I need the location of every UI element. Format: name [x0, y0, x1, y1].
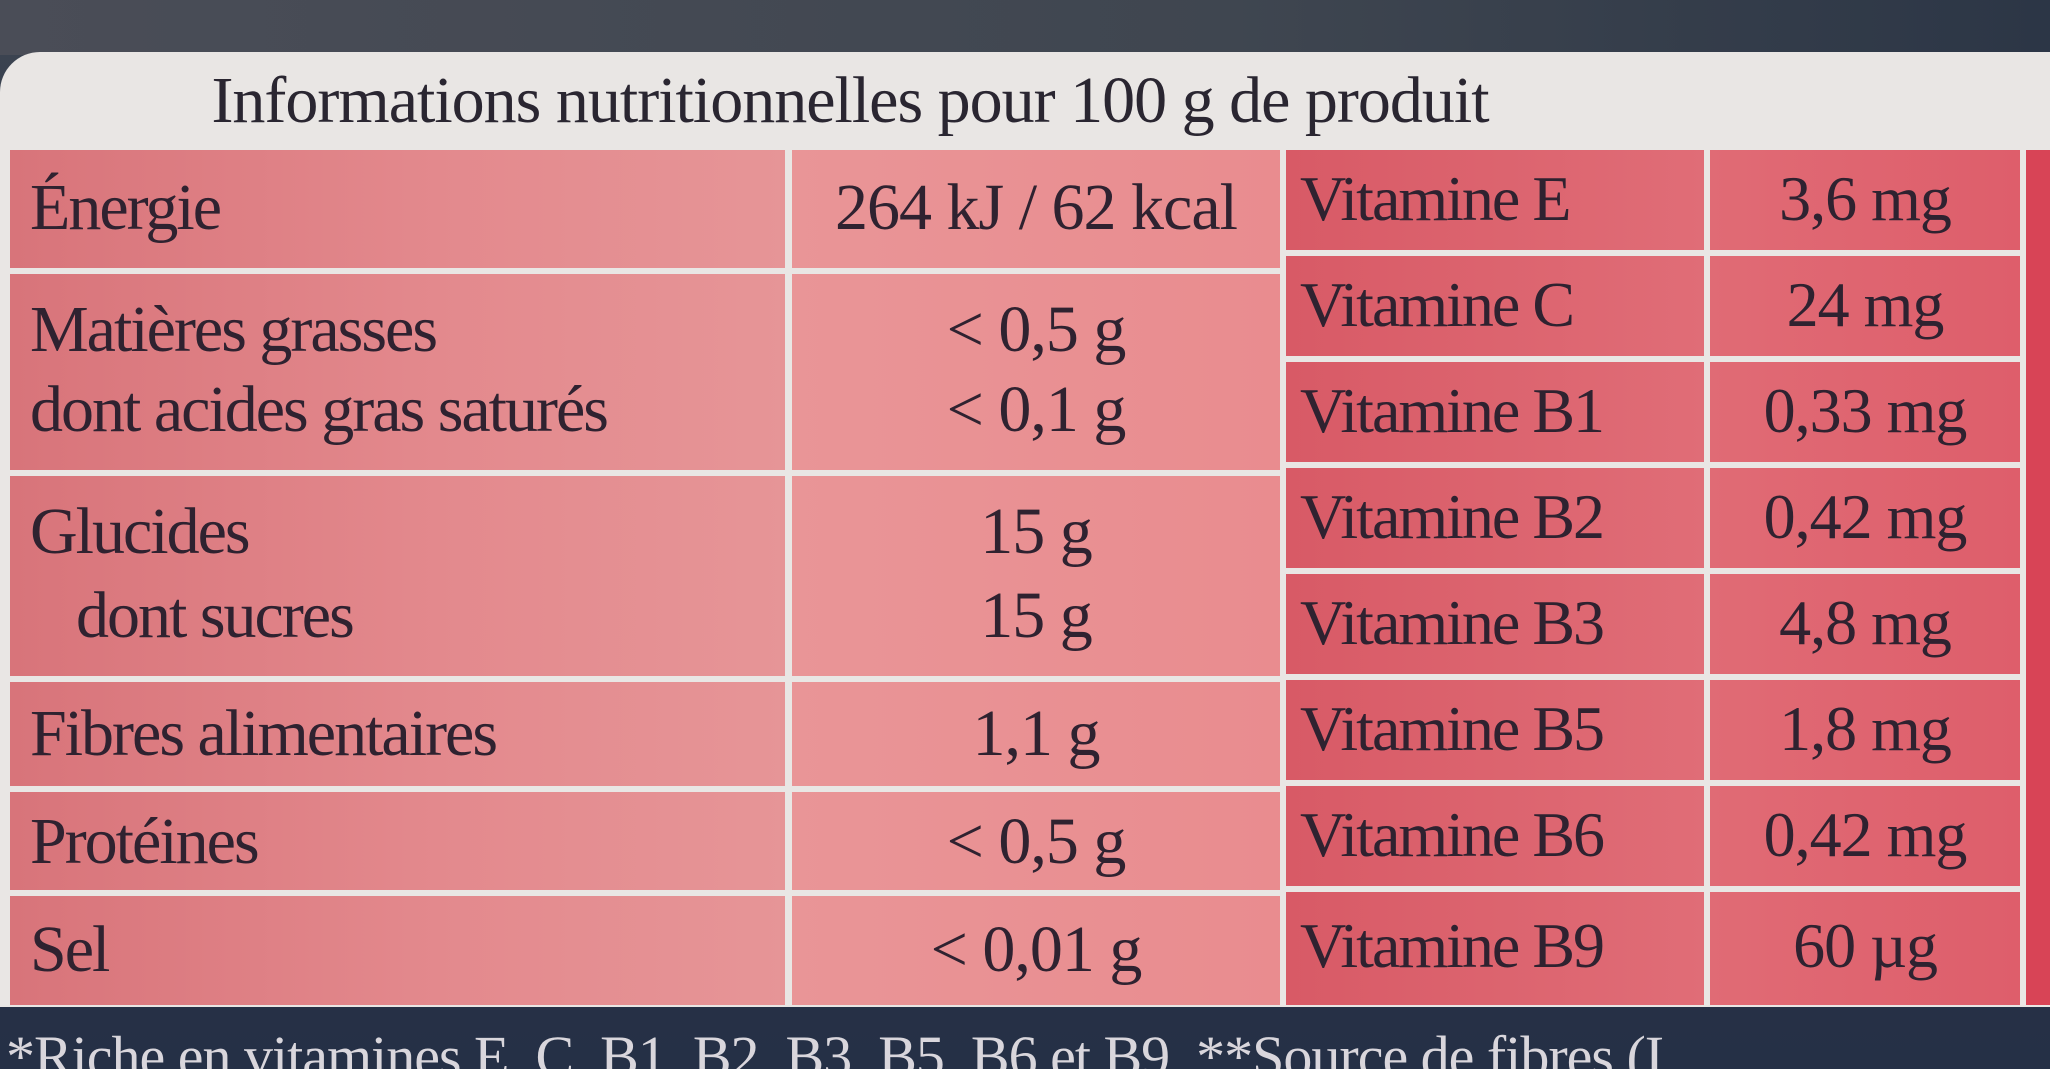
vitamin-value-cell: 0,42 mg [1710, 468, 2020, 568]
vitamin-label: Vitamine B5 [1300, 693, 1605, 764]
vitamin-value-cell: 0,42 mg [1710, 786, 2020, 886]
vitamin-value-cell: 3,6 mg [1710, 150, 2020, 250]
nutrient-label: Énergie [30, 171, 222, 244]
vitamin-value: 24 mg [1786, 269, 1945, 340]
nutrient-row-energy: Énergie [10, 150, 785, 268]
vitamin-name-cell: Vitamine B3 [1286, 574, 1704, 674]
nutrient-label: Protéines [30, 805, 260, 878]
vitamin-label: Vitamine B6 [1300, 799, 1605, 870]
vitamin-value-cell: 60 µg [1710, 892, 2020, 1005]
nutrient-sublabel: dont acides gras saturés [30, 373, 609, 446]
vitamin-value-cell: 1,8 mg [1710, 680, 2020, 780]
table-edge-column [2026, 150, 2050, 1005]
footnote: *Riche en vitamines E, C, B1, B2, B3, B5… [0, 1010, 2050, 1069]
vitamin-value: 0,33 mg [1763, 375, 1968, 446]
vitamin-label: Vitamine B9 [1300, 910, 1605, 981]
vitamin-name-cell: Vitamine B1 [1286, 362, 1704, 462]
vitamin-name-cell: Vitamine B6 [1286, 786, 1704, 886]
vitamin-value: 4,8 mg [1779, 587, 1952, 658]
nutrition-label: Informations nutritionnelles pour 100 g … [0, 52, 2050, 1007]
nutrient-value-cell: 1,1 g [792, 682, 1280, 786]
nutrient-value: < 0,01 g [930, 913, 1143, 986]
nutrient-value: < 0,5 g [946, 805, 1127, 878]
nutrient-row-fats: Matières grasses dont acides gras saturé… [10, 274, 785, 470]
nutrient-value: < 0,1 g [946, 373, 1127, 446]
vitamin-value: 60 µg [1793, 910, 1938, 981]
nutrient-row-carbs: Glucides dont sucres [10, 476, 785, 676]
nutrient-label: Fibres alimentaires [30, 697, 498, 770]
vitamin-name-cell: Vitamine C [1286, 256, 1704, 356]
vitamin-value-cell: 4,8 mg [1710, 574, 2020, 674]
nutrient-row-salt: Sel [10, 896, 785, 1005]
nutrient-value: 1,1 g [972, 697, 1101, 770]
nutrient-value-cell: < 0,5 g [792, 792, 1280, 890]
vitamin-name-cell: Vitamine B2 [1286, 468, 1704, 568]
nutrient-row-proteins: Protéines [10, 792, 785, 890]
vitamin-label: Vitamine E [1300, 163, 1571, 234]
nutrient-label: Sel [30, 913, 110, 986]
nutrient-label: Glucides [30, 495, 251, 568]
nutrient-value: 264 kJ / 62 kcal [835, 171, 1238, 244]
vitamin-name-cell: Vitamine E [1286, 150, 1704, 250]
nutrient-value-cell: < 0,5 g < 0,1 g [792, 274, 1280, 470]
nutrient-value-cell: 15 g 15 g [792, 476, 1280, 676]
nutrient-label: Matières grasses [30, 293, 438, 366]
vitamin-value: 0,42 mg [1763, 481, 1968, 552]
nutrient-value: < 0,5 g [946, 293, 1127, 366]
vitamin-value: 3,6 mg [1779, 163, 1952, 234]
vitamin-label: Vitamine B2 [1300, 481, 1605, 552]
vitamin-value-cell: 24 mg [1710, 256, 2020, 356]
nutrient-sublabel: dont sucres [76, 579, 355, 652]
nutrition-title: Informations nutritionnelles pour 100 g … [211, 64, 1489, 137]
vitamin-name-cell: Vitamine B9 [1286, 892, 1704, 1005]
vitamin-value-cell: 0,33 mg [1710, 362, 2020, 462]
background-band [0, 0, 2050, 55]
vitamin-label: Vitamine B1 [1300, 375, 1605, 446]
nutrient-row-fibres: Fibres alimentaires [10, 682, 785, 786]
nutrition-table: Énergie 264 kJ / 62 kcal Matières grasse… [10, 150, 2050, 1005]
nutrient-value-cell: 264 kJ / 62 kcal [792, 150, 1280, 268]
vitamin-label: Vitamine C [1300, 269, 1575, 340]
nutrient-value-cell: < 0,01 g [792, 896, 1280, 1005]
nutrient-value: 15 g [980, 495, 1093, 568]
vitamin-value: 0,42 mg [1763, 799, 1968, 870]
vitamin-value: 1,8 mg [1779, 693, 1952, 764]
vitamin-label: Vitamine B3 [1300, 587, 1605, 658]
vitamin-name-cell: Vitamine B5 [1286, 680, 1704, 780]
footnote-text: *Riche en vitamines E, C, B1, B2, B3, B5… [6, 1024, 1705, 1069]
nutrient-value: 15 g [980, 579, 1093, 652]
